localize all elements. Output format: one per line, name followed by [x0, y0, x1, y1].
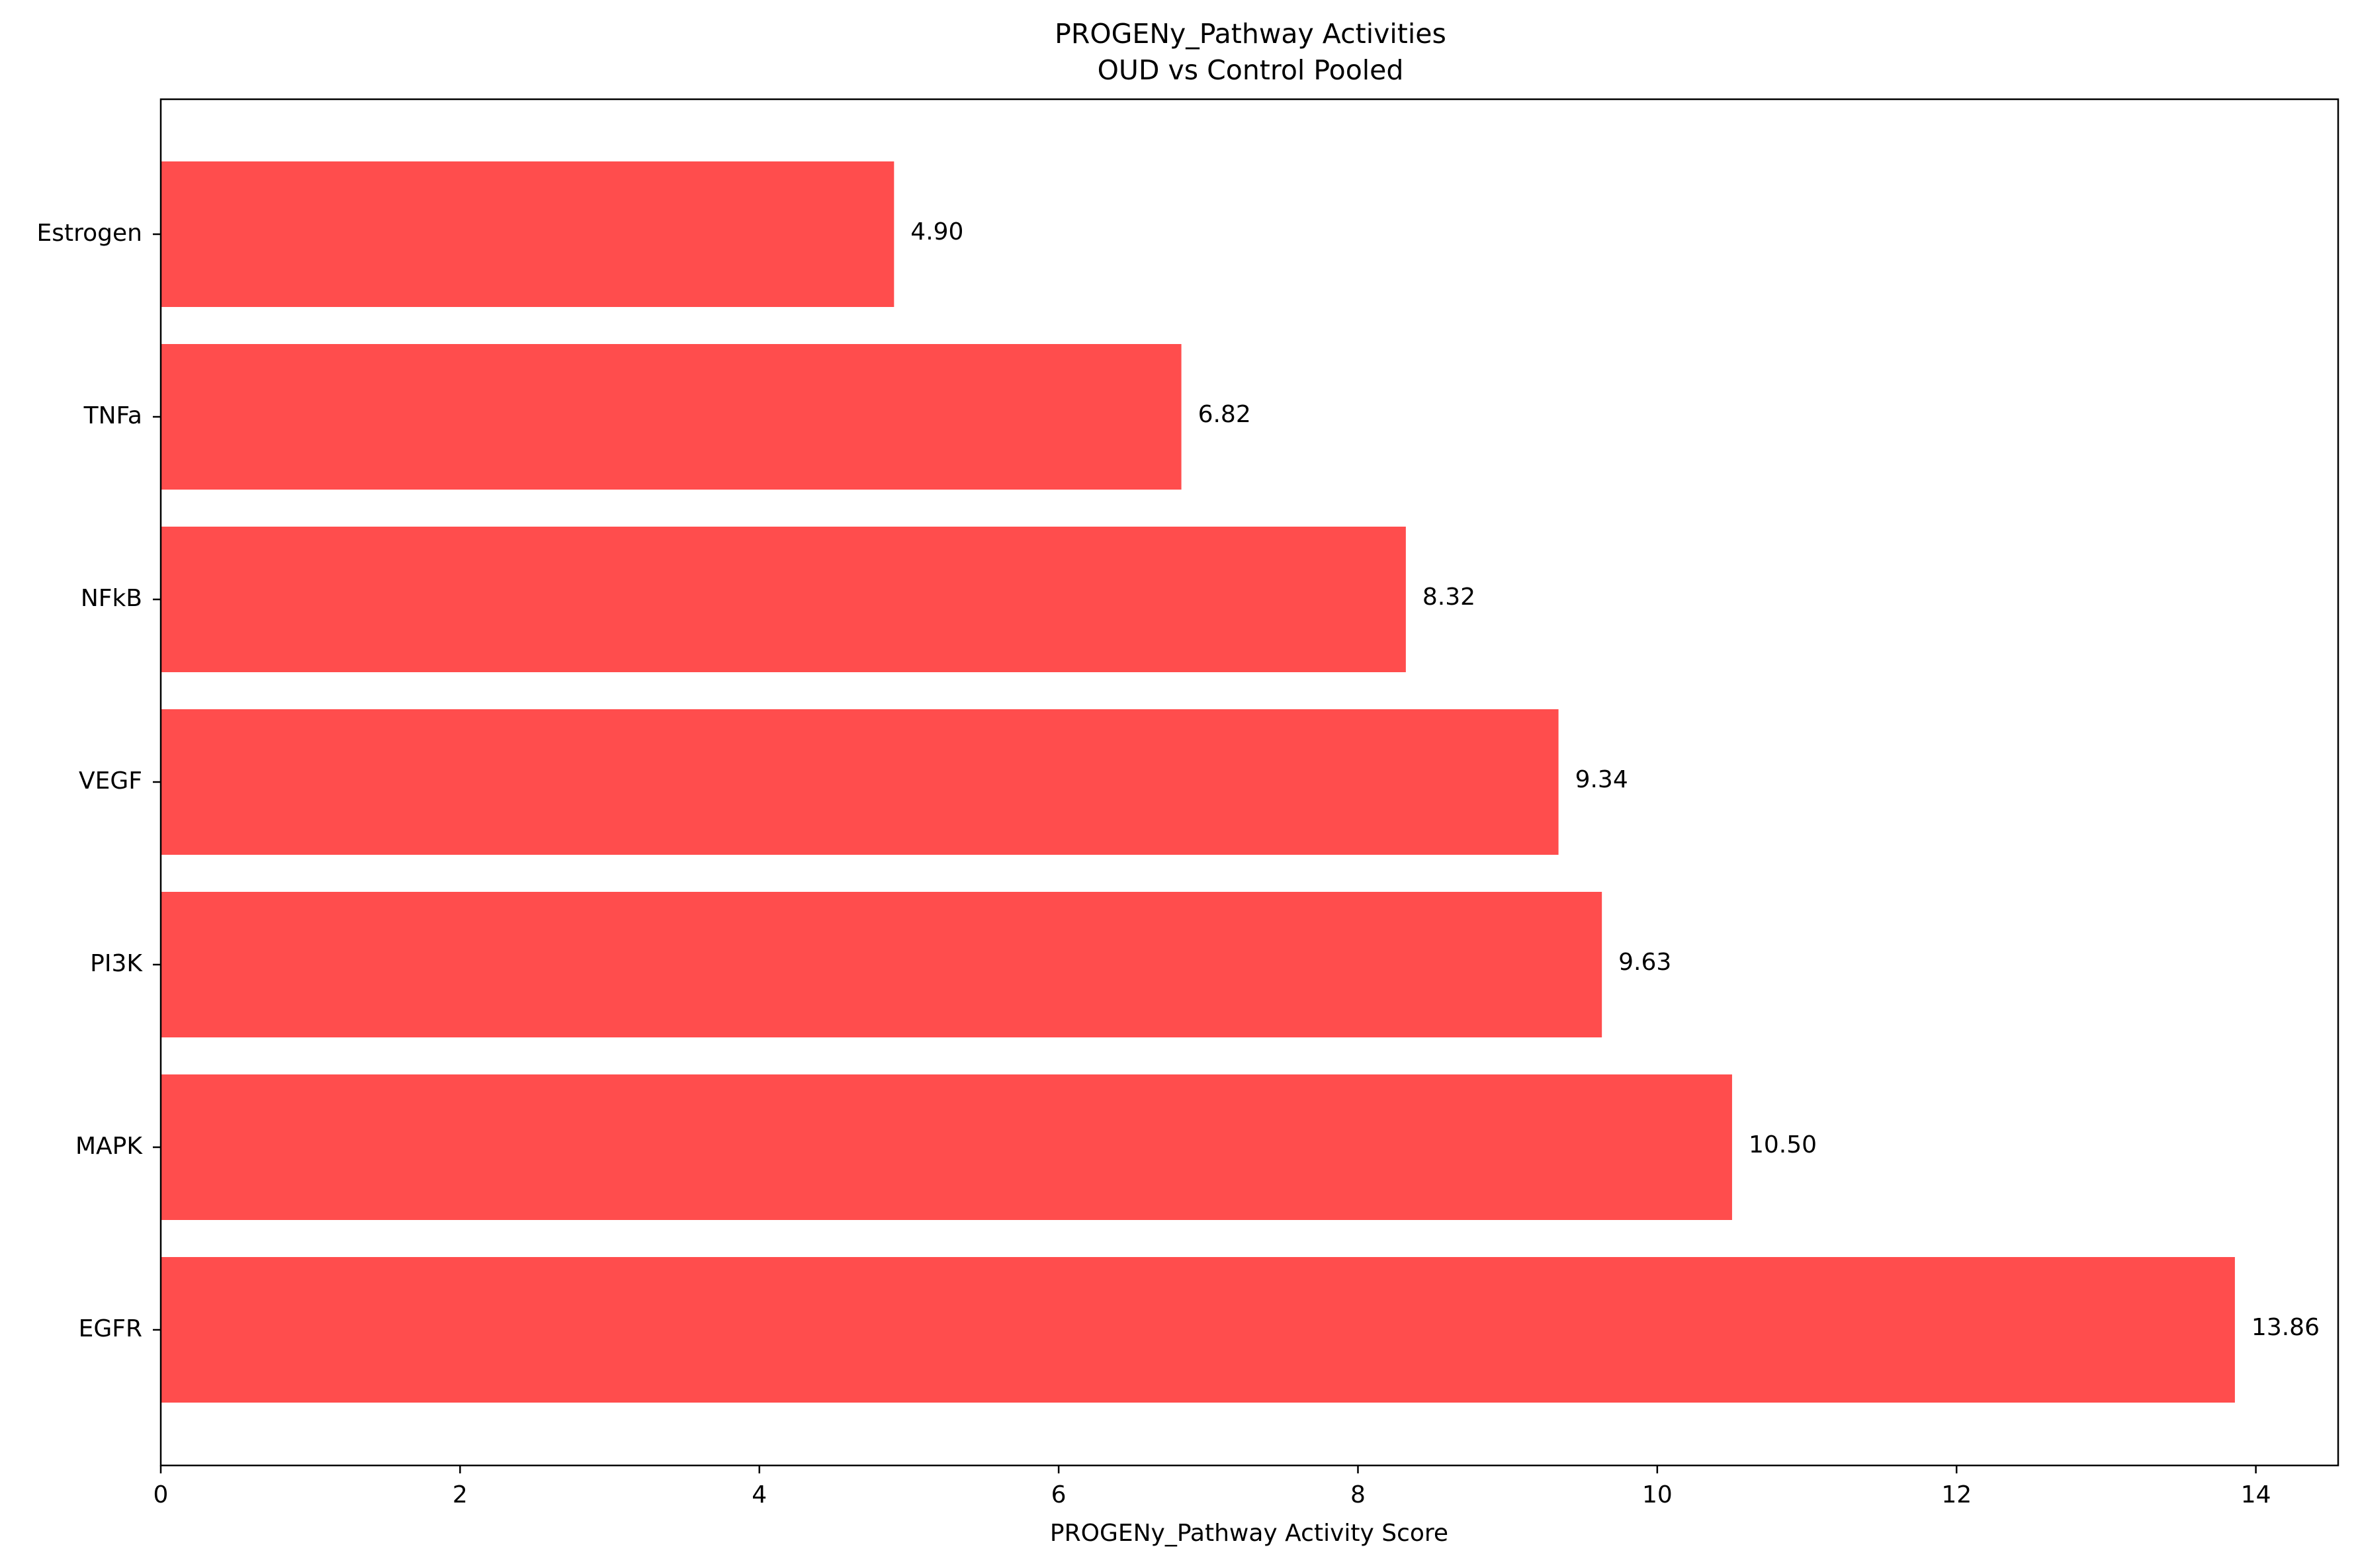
- value-label-vegf: 9.34: [1575, 766, 1628, 793]
- y-tick-label-nfkb: NFkB: [81, 585, 142, 612]
- x-tick-label: 6: [1051, 1481, 1067, 1508]
- x-axis-label: PROGENy_Pathway Activity Score: [1050, 1520, 1448, 1547]
- chart-title-block: PROGENy_Pathway Activities OUD vs Contro…: [1055, 18, 1446, 86]
- bar-mapk: [161, 1074, 1732, 1220]
- bar-tnfa: [161, 344, 1182, 490]
- chart-subtitle: OUD vs Control Pooled: [1098, 54, 1404, 86]
- bar-nfkb: [161, 527, 1406, 672]
- y-tick-label-pi3k: PI3K: [90, 950, 143, 977]
- chart-title: PROGENy_Pathway Activities: [1055, 18, 1446, 50]
- y-axis: EGFR MAPK PI3K VEGF NFkB TNFa Estrogen: [37, 220, 161, 1342]
- x-tick-label: 8: [1350, 1481, 1366, 1508]
- bar-vegf: [161, 709, 1559, 855]
- value-labels-layer: 13.86 10.50 9.63 9.34 8.32 6.82 4.90: [910, 218, 2320, 1341]
- bar-estrogen: [161, 161, 895, 307]
- x-tick-label: 14: [2241, 1481, 2271, 1508]
- x-tick-label: 10: [1642, 1481, 1673, 1508]
- y-tick-label-mapk: MAPK: [75, 1133, 143, 1160]
- x-tick-label: 2: [453, 1481, 468, 1508]
- value-label-egfr: 13.86: [2251, 1314, 2320, 1341]
- y-tick-label-vegf: VEGF: [79, 767, 142, 795]
- value-label-pi3k: 9.63: [1618, 949, 1671, 976]
- bar-pi3k: [161, 892, 1602, 1037]
- x-tick-label: 4: [752, 1481, 767, 1508]
- value-label-nfkb: 8.32: [1422, 584, 1475, 611]
- value-label-estrogen: 4.90: [910, 218, 963, 245]
- bar-egfr: [161, 1257, 2235, 1403]
- value-label-tnfa: 6.82: [1198, 401, 1251, 428]
- x-tick-label: 0: [153, 1481, 169, 1508]
- y-tick-label-egfr: EGFR: [79, 1315, 142, 1342]
- x-axis: 0 2 4 6 8 10 12 14: [153, 1465, 2271, 1508]
- x-tick-label: 12: [1941, 1481, 1972, 1508]
- value-label-mapk: 10.50: [1749, 1131, 1817, 1158]
- y-tick-label-tnfa: TNFa: [83, 402, 142, 429]
- y-tick-label-estrogen: Estrogen: [37, 220, 142, 247]
- bars-layer: [161, 161, 2235, 1403]
